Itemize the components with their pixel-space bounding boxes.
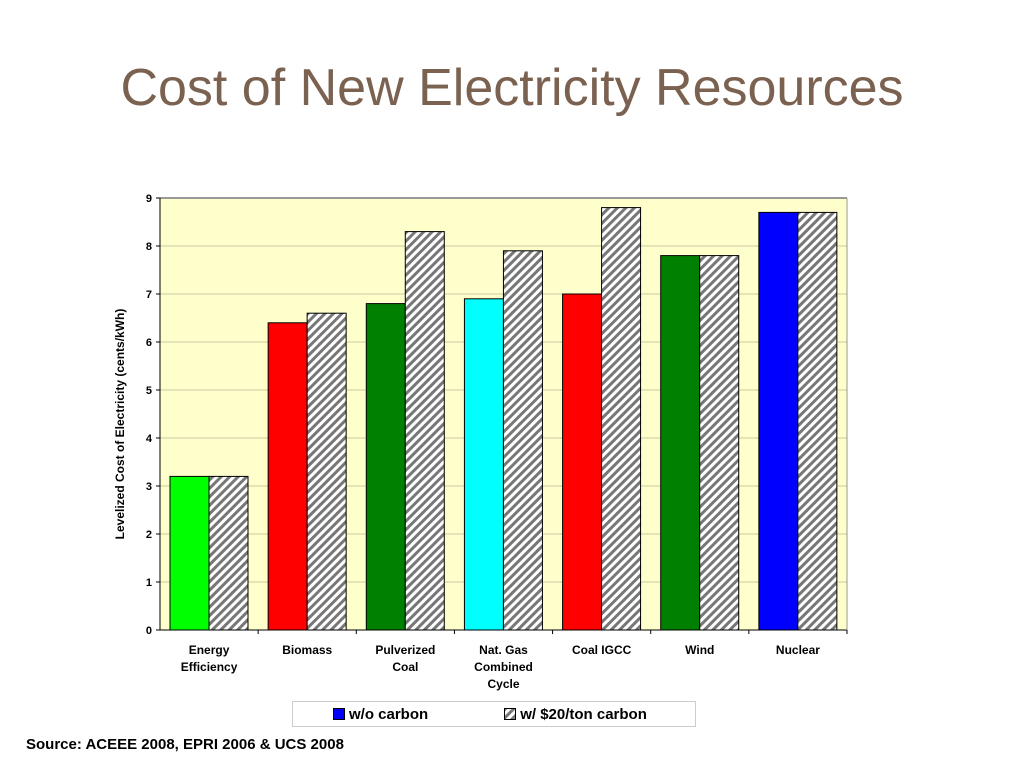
y-tick-label: 3 (146, 481, 152, 493)
legend-label: w/o carbon (349, 705, 429, 723)
y-tick-label: 6 (146, 337, 152, 349)
y-tick-label: 7 (146, 289, 152, 301)
x-category-label: Wind (685, 643, 714, 657)
y-tick-label: 4 (146, 433, 153, 445)
x-category-label: Pulverized (375, 643, 435, 657)
y-tick-label: 5 (146, 385, 152, 397)
x-category-label: Coal IGCC (572, 643, 632, 657)
bar-w-carbon (208, 475, 249, 631)
bar-wo-carbon (758, 211, 799, 631)
legend-item-wo-carbon: w/o carbon (333, 706, 428, 723)
legend: w/o carbon w/ $20/ton carbon (292, 701, 696, 727)
x-category-label: Efficiency (181, 660, 238, 674)
legend-swatch-hatched (504, 708, 517, 720)
x-category-label: Energy (189, 643, 230, 657)
bar-w-carbon (699, 255, 740, 631)
bar-w-carbon (306, 312, 347, 631)
legend-label: w/ $20/ton carbon (520, 705, 647, 723)
legend-swatch-blue (333, 708, 345, 720)
x-category-label: Nuclear (776, 643, 820, 657)
y-axis-label: Levelized Cost of Electricity (cents/kWh… (113, 309, 127, 540)
bar-wo-carbon (562, 293, 603, 631)
x-category-label: Cycle (487, 677, 519, 691)
bar-w-carbon (601, 207, 642, 631)
bar-wo-carbon (365, 303, 406, 631)
bar-wo-carbon (463, 298, 504, 631)
bar-w-carbon (404, 231, 445, 631)
x-category-label: Coal (392, 660, 418, 674)
source-note: Source: ACEEE 2008, EPRI 2006 & UCS 2008 (26, 736, 344, 753)
x-category-label: Combined (474, 660, 533, 674)
bar-wo-carbon (169, 475, 210, 631)
x-category-label: Nat. Gas (479, 643, 528, 657)
x-category-label: Biomass (282, 643, 332, 657)
y-tick-label: 2 (146, 529, 152, 541)
slide-title: Cost of New Electricity Resources (120, 59, 904, 117)
y-tick-label: 0 (146, 625, 152, 637)
bar-wo-carbon (660, 255, 701, 631)
bar-w-carbon (502, 250, 543, 631)
bar-chart: 0 1 2 3 4 5 6 7 8 9 Energy Efficiency Biomass Pulveri… (113, 193, 848, 691)
legend-item-w-carbon: w/ $20/ton carbon (504, 706, 647, 723)
y-tick-label: 1 (146, 577, 152, 589)
bar-wo-carbon (267, 322, 308, 631)
y-tick-label: 8 (146, 241, 152, 253)
bar-w-carbon (797, 211, 838, 631)
y-tick-label: 9 (146, 193, 152, 205)
